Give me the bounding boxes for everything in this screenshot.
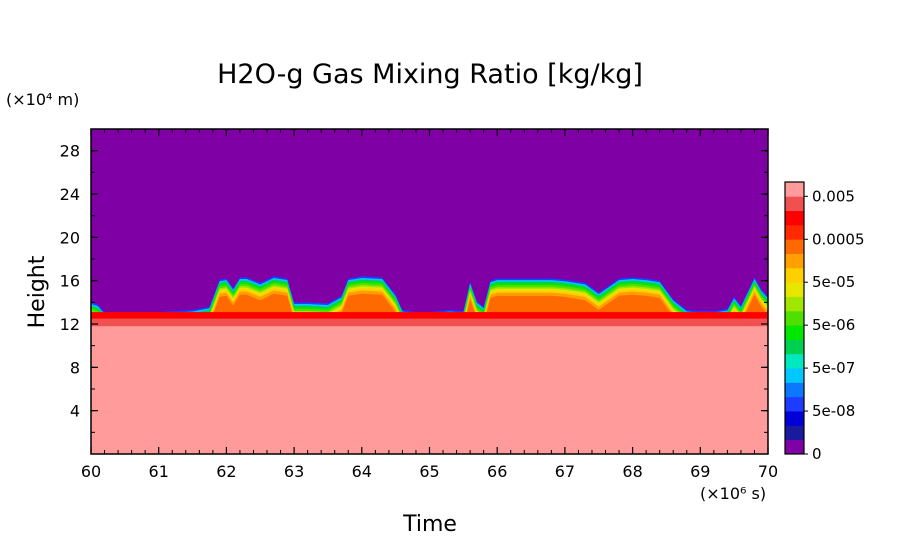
colorbar-swatch	[785, 396, 804, 412]
y-axis-label: Height	[25, 255, 50, 328]
y-tick-label: 8	[70, 358, 80, 377]
colorbar-label: 5e-08	[812, 402, 855, 420]
colorbar: 0 5e-08 5e-07 5e-06 5e-05 0.0005 0.005	[784, 181, 865, 463]
x-tick-label: 65	[419, 462, 439, 481]
colorbar-swatch	[785, 296, 804, 312]
colorbar-swatch	[785, 411, 804, 426]
colorbar-swatch	[785, 182, 804, 197]
colorbar-label: 0.0005	[812, 230, 865, 248]
colorbar-swatch	[785, 339, 804, 355]
colorbar-swatch	[785, 196, 804, 212]
plot-area	[91, 129, 768, 454]
x-axis-label: Time	[402, 512, 457, 537]
colorbar-label: 5e-06	[812, 316, 855, 334]
y-unit-label: (×10⁴ m)	[6, 90, 79, 109]
y-tick-label: 12	[60, 315, 80, 334]
x-tick-label: 69	[690, 462, 710, 481]
y-tick-label: 16	[60, 272, 80, 291]
x-unit-label: (×10⁶ s)	[700, 484, 766, 503]
colorbar-label: 0.005	[812, 187, 855, 205]
x-tick-label: 68	[622, 462, 642, 481]
x-tick-label: 67	[555, 462, 575, 481]
colorbar-swatch	[785, 282, 804, 297]
colorbar-frame	[784, 181, 805, 455]
colorbar-label: 0	[812, 445, 822, 463]
x-tick-label: 63	[284, 462, 304, 481]
colorbar-swatch	[785, 353, 804, 369]
x-tick-label: 61	[149, 462, 169, 481]
colorbar-swatch	[785, 210, 804, 226]
y-tick-label: 4	[70, 402, 80, 421]
colorbar-label: 5e-05	[812, 273, 855, 291]
colorbar-swatch	[785, 382, 804, 398]
colorbar-label: 5e-07	[812, 359, 855, 377]
colorbar-swatch	[785, 310, 804, 326]
chart-title: H2O-g Gas Mixing Ratio [kg/kg]	[217, 59, 643, 90]
y-tick-label: 24	[60, 185, 80, 204]
plot-frame	[90, 128, 769, 455]
x-tick-label: 70	[758, 462, 778, 481]
y-tick-label: 28	[60, 142, 80, 161]
y-axis-ticks: 4 8 12 16 20 24 28	[60, 142, 768, 433]
colorbar-swatch	[785, 425, 804, 441]
colorbar-swatch	[785, 224, 804, 240]
colorbar-swatch	[785, 239, 804, 254]
colorbar-swatch	[785, 325, 804, 340]
x-tick-label: 62	[216, 462, 236, 481]
colorbar-swatch	[785, 439, 804, 455]
x-tick-label: 60	[81, 462, 101, 481]
y-tick-label: 20	[60, 228, 80, 247]
colorbar-swatch	[785, 253, 804, 269]
layer-band-18	[91, 326, 768, 454]
x-tick-label: 64	[352, 462, 372, 481]
colorbar-swatch	[785, 267, 804, 283]
colorbar-swatch	[785, 368, 804, 383]
x-tick-label: 66	[487, 462, 507, 481]
